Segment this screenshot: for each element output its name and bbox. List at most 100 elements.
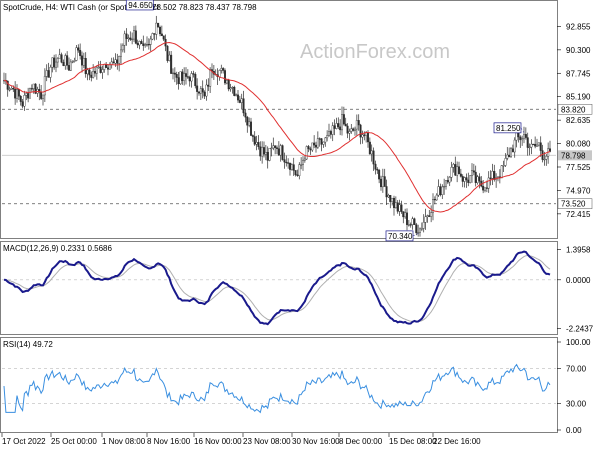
candle-body <box>331 125 334 135</box>
candle-body <box>341 114 344 131</box>
candle-body <box>29 88 32 99</box>
candle-body <box>413 218 416 225</box>
time-label: 22 Dec 16:00 <box>433 437 481 446</box>
candle-body <box>186 76 189 78</box>
candle-body <box>43 76 46 96</box>
candle-body <box>437 186 440 196</box>
price-panel[interactable] <box>0 0 558 239</box>
candle-body <box>225 79 228 84</box>
current-price-label: 78.798 <box>561 151 586 160</box>
candle-body <box>452 164 455 168</box>
candle-body <box>177 77 180 85</box>
candle-body <box>357 120 360 126</box>
annotation-label: 81.250 <box>496 124 521 133</box>
candle-body <box>119 49 122 57</box>
candle-body <box>25 93 28 96</box>
candle-body <box>179 71 182 85</box>
annotation-label: 70.340 <box>388 232 413 241</box>
candle-body <box>138 41 141 46</box>
candle-body <box>168 54 171 61</box>
candle-body <box>16 89 19 99</box>
candle-body <box>491 170 494 179</box>
candle-body <box>149 38 152 45</box>
rsi-panel[interactable] <box>0 337 558 433</box>
candle-body <box>432 199 435 213</box>
candle-body <box>203 91 206 97</box>
candle-body <box>348 131 351 134</box>
candle-body <box>296 174 299 177</box>
candle-body <box>144 44 147 46</box>
candle-body <box>493 170 496 180</box>
annotation-label: 94.650 <box>128 1 153 10</box>
time-label: 8 Dec 00:00 <box>339 437 383 446</box>
candle-body <box>47 70 50 78</box>
price-annotations: 94.650 81.250 70.340 <box>125 0 525 242</box>
candle-body <box>268 148 271 161</box>
price-tick-label: 80.080 <box>566 140 591 149</box>
candle-body <box>472 170 475 173</box>
candle-body <box>153 33 156 35</box>
candle-body <box>428 215 431 217</box>
candle-body <box>223 70 226 84</box>
time-label: 1 Nov 08:00 <box>102 437 146 446</box>
candle-body <box>259 146 262 157</box>
candle-body <box>378 170 381 180</box>
candle-body <box>196 85 199 92</box>
candle-body <box>49 66 52 78</box>
candle-body <box>118 56 121 64</box>
candle-body <box>458 166 461 175</box>
candle-body <box>294 170 297 175</box>
annotation-leader <box>153 4 157 11</box>
candle-body <box>158 26 161 35</box>
macd-panel[interactable] <box>0 241 558 335</box>
candle-body <box>545 155 548 160</box>
candle-body <box>6 80 9 90</box>
candle-body <box>190 73 193 82</box>
time-label: 8 Nov 16:00 <box>147 437 191 446</box>
candle-body <box>422 222 425 229</box>
candle-body <box>209 69 212 87</box>
candle-body <box>10 88 13 90</box>
candle-body <box>441 186 444 196</box>
candle-body <box>381 176 384 188</box>
candle-body <box>231 86 234 89</box>
candle-body <box>318 138 321 140</box>
candle-body <box>121 45 124 51</box>
candle-body <box>305 146 308 160</box>
candle-body <box>307 146 310 150</box>
candle-body <box>67 65 70 71</box>
macd-tick-label: 0.0000 <box>566 276 591 285</box>
candle-body <box>515 132 518 141</box>
candle-body <box>157 22 160 28</box>
rsi-tick-label: 30.00 <box>566 400 587 409</box>
candle-body <box>411 218 414 225</box>
candle-body <box>246 116 249 126</box>
level-label: 73.520 <box>561 200 586 209</box>
candle-body <box>463 177 466 182</box>
candle-body <box>155 22 158 35</box>
level-label: 83.820 <box>561 105 586 114</box>
candle-body <box>240 98 243 103</box>
candle-body <box>506 154 509 159</box>
candle-body <box>194 74 197 87</box>
candle-body <box>389 195 392 202</box>
candle-body <box>536 144 539 147</box>
price-tick-label: 82.635 <box>566 116 591 125</box>
annotation-leader <box>412 232 421 237</box>
candle-body <box>417 232 420 234</box>
candle-body <box>309 148 312 151</box>
price-tick-label: 90.300 <box>566 46 591 55</box>
candle-body <box>71 61 74 63</box>
rsi-tick-label: 0.00 <box>566 426 582 435</box>
header-symbol: SpotCrude, H4: WTI Cash (or Spot Contrac… <box>3 3 160 12</box>
candle-body <box>376 169 379 171</box>
macd-line <box>3 250 551 326</box>
candle-body <box>207 84 210 87</box>
time-label: 25 Oct 00:00 <box>51 437 97 446</box>
candle-body <box>184 73 187 77</box>
candle-body <box>513 139 516 153</box>
candle-body <box>315 144 318 148</box>
candle-body <box>123 33 126 46</box>
candle-body <box>363 134 366 136</box>
